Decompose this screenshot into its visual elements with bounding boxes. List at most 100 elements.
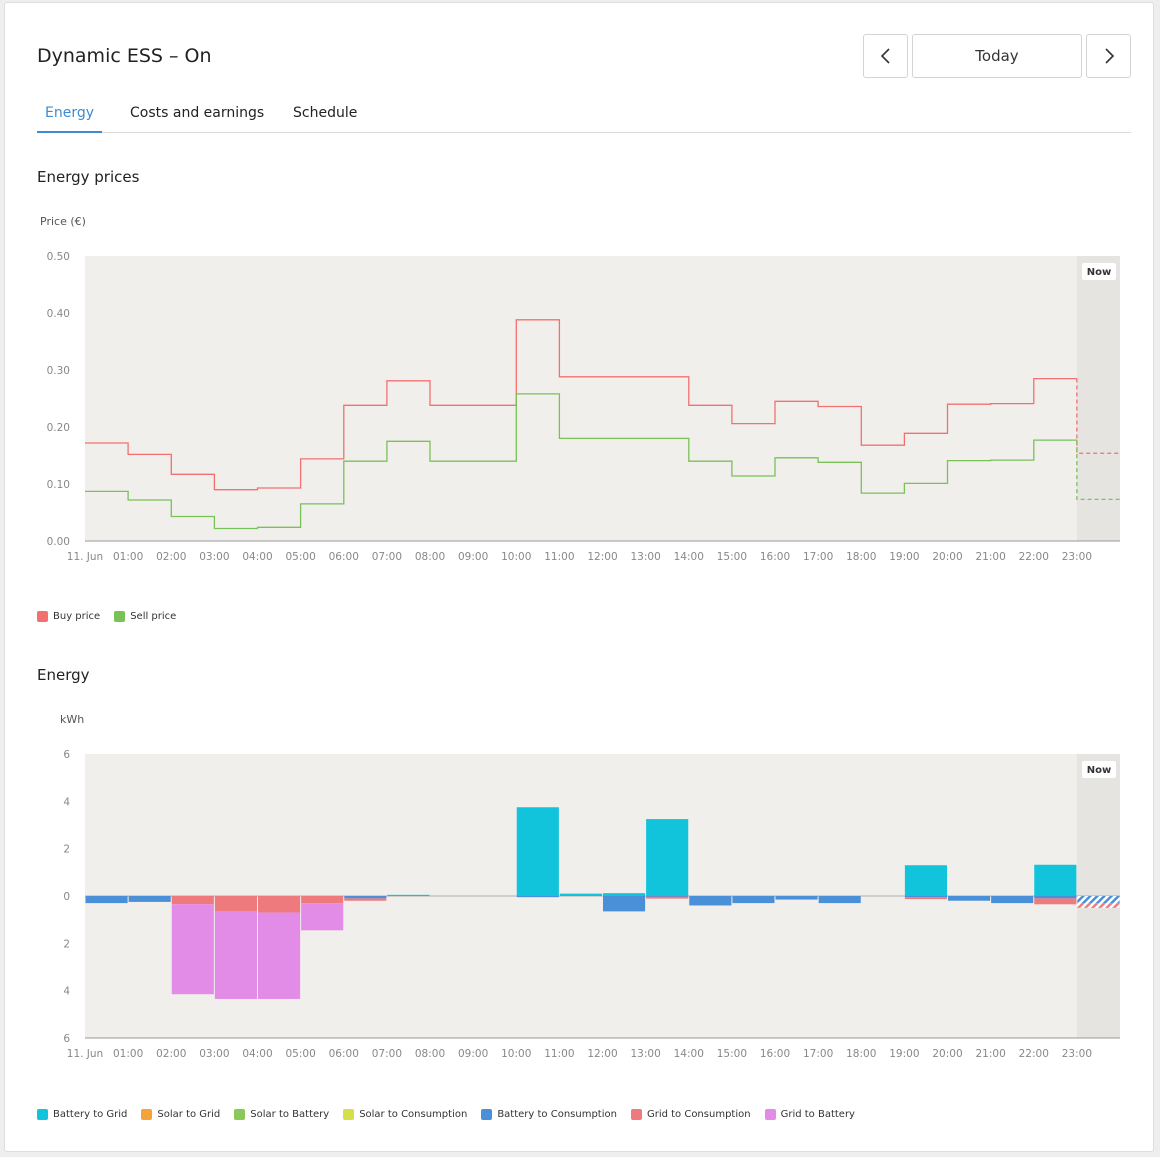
plot-background [85, 256, 1120, 541]
legend-sell-price[interactable]: Sell price [114, 611, 176, 622]
price-series-line [85, 319, 1077, 491]
legend-label: Grid to Battery [780, 1109, 855, 1120]
x-tick-label: 17:00 [803, 1048, 833, 1060]
x-tick-label: 21:00 [975, 1048, 1005, 1060]
energy-bar-segment [646, 819, 689, 896]
energy-bar-segment [387, 894, 430, 896]
price-forecast-line [1076, 378, 1120, 454]
x-tick-label: 08:00 [415, 551, 445, 563]
x-tick-label: 07:00 [372, 1048, 402, 1060]
x-tick-label: 09:00 [458, 1048, 488, 1060]
chevron-left-icon [880, 48, 890, 64]
energy-bar-segment [344, 896, 387, 899]
x-tick-label: 20:00 [932, 1048, 962, 1060]
energy-bar-segment [258, 896, 301, 913]
energy-prices-section-title: Energy prices [37, 168, 140, 186]
x-tick-label: 02:00 [156, 1048, 186, 1060]
legend-swatch [764, 1109, 776, 1120]
energy-bar-segment [171, 904, 214, 995]
energy-bar-segment [904, 896, 947, 898]
x-tick-label: 01:00 [113, 1048, 143, 1060]
x-tick-label: 14:00 [674, 1048, 704, 1060]
tab-schedule[interactable]: Schedule [293, 105, 358, 121]
legend-label: Battery to Consumption [497, 1109, 617, 1120]
energy-bar-segment [991, 896, 1034, 904]
x-tick-label: 19:00 [889, 1048, 919, 1060]
energy-bar-segment [516, 807, 559, 896]
x-tick-label: 16:00 [760, 551, 790, 563]
x-tick-label: 18:00 [846, 1048, 876, 1060]
y-tick-label: 4 [63, 986, 70, 998]
energy-bar-segment [1034, 896, 1077, 899]
x-tick-label: 03:00 [199, 551, 229, 563]
now-shade [1076, 256, 1120, 541]
legend-swatch [630, 1109, 642, 1120]
legend-label: Buy price [53, 611, 101, 622]
legend-swatch [37, 611, 48, 622]
now-label: Now [1087, 765, 1111, 776]
energy-bar-segment [559, 893, 602, 896]
energy-bar-segment [775, 896, 818, 900]
energy-bar-segment [214, 911, 257, 999]
legend-swatch [481, 1109, 493, 1120]
energy-bar-segment [258, 912, 301, 999]
y-tick-label: 0.40 [47, 308, 70, 320]
energy-bar-segment [171, 896, 214, 905]
prev-day-button[interactable] [863, 34, 908, 78]
legend-label: Battery to Grid [53, 1109, 128, 1120]
chevron-right-icon [1104, 48, 1114, 64]
x-tick-label: 17:00 [803, 551, 833, 563]
legend-grid-to-battery[interactable]: Grid to Battery [764, 1109, 855, 1120]
date-selector-button[interactable]: Today [912, 34, 1082, 78]
legend-solar-to-grid[interactable]: Solar to Grid [141, 1109, 220, 1120]
energy-bar-segment [689, 896, 732, 906]
energy-bar-segment [818, 896, 861, 904]
x-tick-label: 08:00 [415, 1048, 445, 1060]
x-tick-label: 09:00 [458, 551, 488, 563]
y-tick-label: 2 [63, 938, 70, 950]
x-tick-label: 11:00 [544, 551, 574, 563]
legend-battery-to-grid[interactable]: Battery to Grid [37, 1109, 127, 1120]
legend-swatch [141, 1109, 153, 1120]
price-series-line [85, 393, 1077, 530]
x-tick-label: 06:00 [329, 1048, 359, 1060]
legend-label: Solar to Battery [250, 1109, 330, 1120]
energy-bar-segment [516, 896, 559, 898]
x-tick-label: 15:00 [717, 551, 747, 563]
y-tick-label: 2 [63, 844, 70, 856]
legend-solar-to-battery[interactable]: Solar to Battery [234, 1109, 329, 1120]
legend-buy-price[interactable]: Buy price [37, 611, 100, 622]
x-tick-label: 05:00 [285, 551, 315, 563]
legend-label: Solar to Grid [157, 1109, 221, 1120]
tab-costs-and-earnings[interactable]: Costs and earnings [130, 105, 265, 121]
x-tick-label: 12:00 [587, 1048, 617, 1060]
price-legend: Buy price Sell price [37, 611, 190, 622]
price-forecast-line [1076, 440, 1120, 501]
x-tick-label: 04:00 [242, 551, 272, 563]
legend-grid-to-consumption[interactable]: Grid to Consumption [630, 1109, 751, 1120]
next-day-button[interactable] [1086, 34, 1131, 78]
now-badge [1082, 761, 1116, 778]
energy-bar-segment [948, 896, 991, 901]
x-tick-label: 05:00 [285, 1048, 315, 1060]
tab-bar: Energy Costs and earnings Schedule [37, 100, 1131, 133]
y-tick-label: 0.10 [47, 479, 70, 491]
energy-section-title: Energy [37, 666, 90, 684]
energy-bar-segment [301, 903, 344, 931]
tab-energy[interactable]: Energy [37, 105, 103, 133]
x-tick-label: 13:00 [630, 1048, 660, 1060]
legend-solar-to-consumption[interactable]: Solar to Consumption [343, 1109, 467, 1120]
x-tick-label: 07:00 [372, 551, 402, 563]
x-tick-label: 10:00 [501, 1048, 531, 1060]
x-tick-label: 23:00 [1062, 1048, 1092, 1060]
legend-battery-to-consumption[interactable]: Battery to Consumption [481, 1109, 617, 1120]
energy-bar-segment [85, 896, 128, 904]
x-tick-label: 03:00 [199, 1048, 229, 1060]
x-tick-label: 01:00 [113, 551, 143, 563]
y-tick-label: 4 [63, 796, 70, 808]
page-title: Dynamic ESS – On [37, 45, 212, 67]
energy-bar-segment [1034, 898, 1077, 905]
energy-legend: Battery to Grid Solar to Grid Solar to Bat… [37, 1109, 869, 1120]
energy-bar-segment [904, 865, 947, 896]
legend-label: Grid to Consumption [646, 1109, 751, 1120]
